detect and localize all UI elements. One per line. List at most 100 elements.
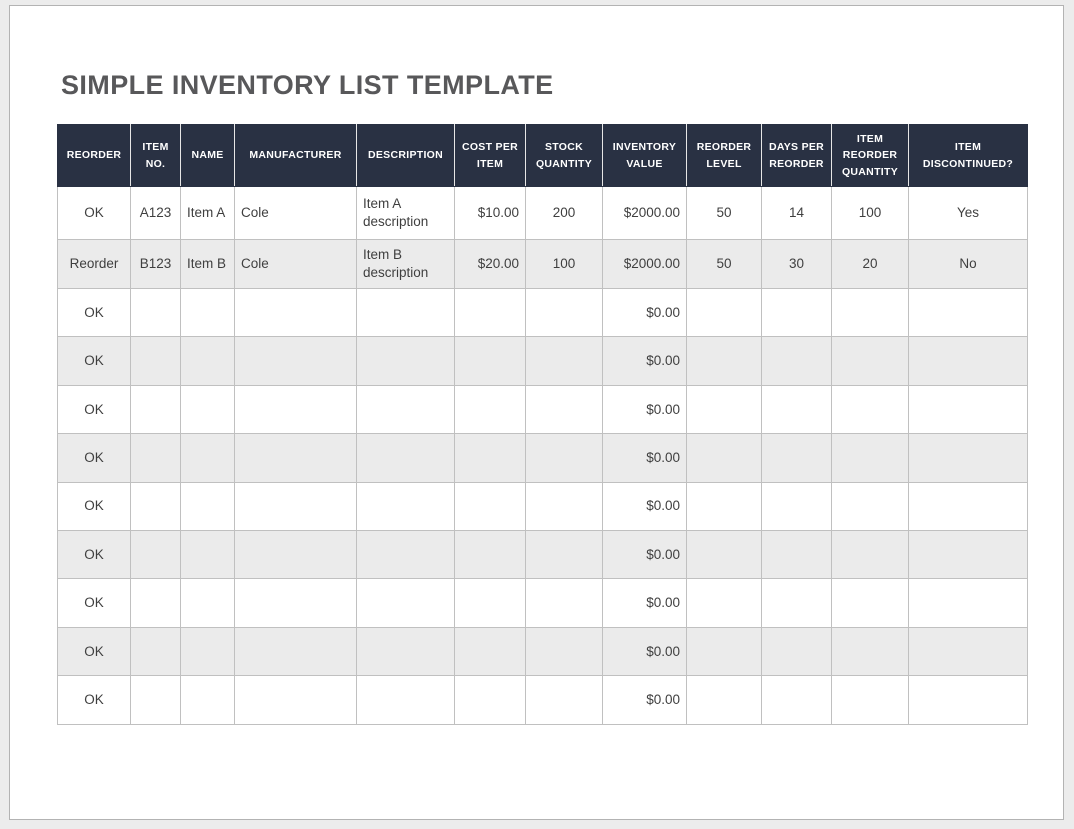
cell-days-per-reorder[interactable]: 30 <box>761 239 832 289</box>
cell-item-discontinued[interactable] <box>908 433 1028 483</box>
cell-reorder[interactable]: OK <box>57 481 131 531</box>
cell-manufacturer[interactable] <box>234 384 357 435</box>
cell-name[interactable] <box>180 384 235 435</box>
cell-description[interactable]: Item A description <box>356 186 455 240</box>
cell-stock-quantity[interactable] <box>525 529 603 580</box>
cell-item-reorder-quantity[interactable] <box>831 675 909 725</box>
cell-description[interactable] <box>356 529 455 580</box>
cell-inventory-value[interactable]: $0.00 <box>602 287 687 338</box>
cell-item-reorder-quantity[interactable]: 100 <box>831 186 909 240</box>
cell-item-discontinued[interactable] <box>908 626 1028 677</box>
cell-days-per-reorder[interactable] <box>761 626 832 677</box>
cell-days-per-reorder[interactable] <box>761 578 832 628</box>
cell-cost-per-item[interactable] <box>454 433 526 483</box>
cell-reorder-level[interactable] <box>686 529 762 580</box>
cell-reorder-level[interactable] <box>686 287 762 338</box>
cell-stock-quantity[interactable] <box>525 578 603 628</box>
cell-item-discontinued[interactable]: Yes <box>908 186 1028 240</box>
cell-reorder[interactable]: OK <box>57 433 131 483</box>
cell-description[interactable] <box>356 336 455 386</box>
cell-manufacturer[interactable] <box>234 336 357 386</box>
cell-inventory-value[interactable]: $0.00 <box>602 578 687 628</box>
cell-reorder-level[interactable] <box>686 384 762 435</box>
cell-inventory-value[interactable]: $0.00 <box>602 675 687 725</box>
cell-inventory-value[interactable]: $2000.00 <box>602 239 687 289</box>
cell-reorder-level[interactable]: 50 <box>686 186 762 240</box>
cell-cost-per-item[interactable] <box>454 675 526 725</box>
cell-inventory-value[interactable]: $0.00 <box>602 433 687 483</box>
cell-reorder-level[interactable] <box>686 336 762 386</box>
cell-reorder[interactable]: OK <box>57 578 131 628</box>
cell-item-no[interactable] <box>130 433 181 483</box>
cell-cost-per-item[interactable] <box>454 578 526 628</box>
cell-stock-quantity[interactable]: 200 <box>525 186 603 240</box>
cell-manufacturer[interactable] <box>234 481 357 531</box>
cell-item-no[interactable] <box>130 481 181 531</box>
cell-days-per-reorder[interactable]: 14 <box>761 186 832 240</box>
cell-stock-quantity[interactable] <box>525 626 603 677</box>
cell-cost-per-item[interactable] <box>454 287 526 338</box>
cell-manufacturer[interactable] <box>234 578 357 628</box>
cell-inventory-value[interactable]: $0.00 <box>602 626 687 677</box>
cell-manufacturer[interactable]: Cole <box>234 186 357 240</box>
cell-item-discontinued[interactable] <box>908 384 1028 435</box>
cell-stock-quantity[interactable] <box>525 287 603 338</box>
cell-cost-per-item[interactable] <box>454 626 526 677</box>
cell-description[interactable]: Item B description <box>356 239 455 289</box>
cell-days-per-reorder[interactable] <box>761 481 832 531</box>
cell-reorder-level[interactable] <box>686 675 762 725</box>
cell-stock-quantity[interactable] <box>525 675 603 725</box>
cell-reorder[interactable]: OK <box>57 186 131 240</box>
cell-item-no[interactable] <box>130 287 181 338</box>
cell-reorder[interactable]: Reorder <box>57 239 131 289</box>
cell-name[interactable]: Item A <box>180 186 235 240</box>
cell-item-reorder-quantity[interactable] <box>831 578 909 628</box>
cell-description[interactable] <box>356 433 455 483</box>
cell-item-discontinued[interactable] <box>908 578 1028 628</box>
cell-reorder-level[interactable] <box>686 433 762 483</box>
cell-description[interactable] <box>356 675 455 725</box>
cell-inventory-value[interactable]: $0.00 <box>602 529 687 580</box>
cell-cost-per-item[interactable]: $20.00 <box>454 239 526 289</box>
cell-stock-quantity[interactable] <box>525 433 603 483</box>
cell-reorder-level[interactable] <box>686 578 762 628</box>
cell-reorder[interactable]: OK <box>57 675 131 725</box>
cell-cost-per-item[interactable]: $10.00 <box>454 186 526 240</box>
cell-item-reorder-quantity[interactable] <box>831 433 909 483</box>
cell-description[interactable] <box>356 578 455 628</box>
cell-cost-per-item[interactable] <box>454 481 526 531</box>
cell-item-reorder-quantity[interactable] <box>831 529 909 580</box>
cell-name[interactable] <box>180 578 235 628</box>
cell-cost-per-item[interactable] <box>454 336 526 386</box>
cell-manufacturer[interactable] <box>234 675 357 725</box>
cell-days-per-reorder[interactable] <box>761 336 832 386</box>
cell-reorder-level[interactable]: 50 <box>686 239 762 289</box>
cell-stock-quantity[interactable] <box>525 481 603 531</box>
cell-item-no[interactable] <box>130 626 181 677</box>
cell-reorder-level[interactable] <box>686 626 762 677</box>
cell-name[interactable] <box>180 626 235 677</box>
cell-stock-quantity[interactable] <box>525 336 603 386</box>
cell-item-reorder-quantity[interactable] <box>831 481 909 531</box>
cell-item-reorder-quantity[interactable]: 20 <box>831 239 909 289</box>
cell-item-no[interactable]: B123 <box>130 239 181 289</box>
cell-item-no[interactable] <box>130 384 181 435</box>
cell-description[interactable] <box>356 287 455 338</box>
cell-description[interactable] <box>356 626 455 677</box>
cell-days-per-reorder[interactable] <box>761 433 832 483</box>
cell-manufacturer[interactable] <box>234 626 357 677</box>
cell-item-reorder-quantity[interactable] <box>831 384 909 435</box>
cell-name[interactable] <box>180 433 235 483</box>
cell-stock-quantity[interactable]: 100 <box>525 239 603 289</box>
cell-item-discontinued[interactable] <box>908 336 1028 386</box>
cell-name[interactable]: Item B <box>180 239 235 289</box>
cell-item-reorder-quantity[interactable] <box>831 287 909 338</box>
cell-item-reorder-quantity[interactable] <box>831 336 909 386</box>
cell-description[interactable] <box>356 384 455 435</box>
cell-item-reorder-quantity[interactable] <box>831 626 909 677</box>
cell-reorder[interactable]: OK <box>57 336 131 386</box>
cell-item-no[interactable] <box>130 336 181 386</box>
cell-inventory-value[interactable]: $0.00 <box>602 336 687 386</box>
cell-item-no[interactable]: A123 <box>130 186 181 240</box>
cell-days-per-reorder[interactable] <box>761 384 832 435</box>
